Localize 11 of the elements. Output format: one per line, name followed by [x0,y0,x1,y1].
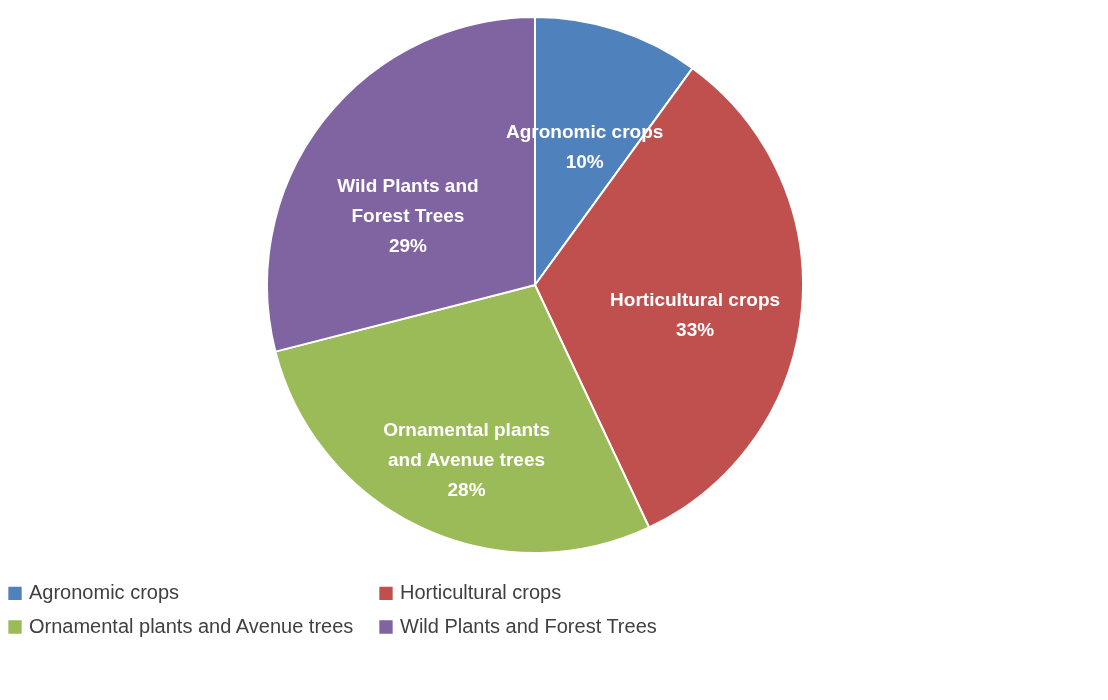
data-label: 33% [676,319,715,341]
slice-label: Wild Plants and Forest Trees [337,175,479,227]
legend-label: Agronomic crops [29,581,180,604]
slice-label: Ornamental plants and Avenue trees [383,419,550,471]
legend-label: Ornamental plants and Avenue trees [29,615,354,637]
slice-label: Horticultural crops [610,289,781,311]
data-label: 10% [565,151,604,173]
data-label: 29% [388,235,428,257]
legend-label: Wild Plants and Forest Trees [400,615,657,637]
legend-label: Horticultural crops [400,581,562,604]
data-label: 28% [447,479,486,501]
